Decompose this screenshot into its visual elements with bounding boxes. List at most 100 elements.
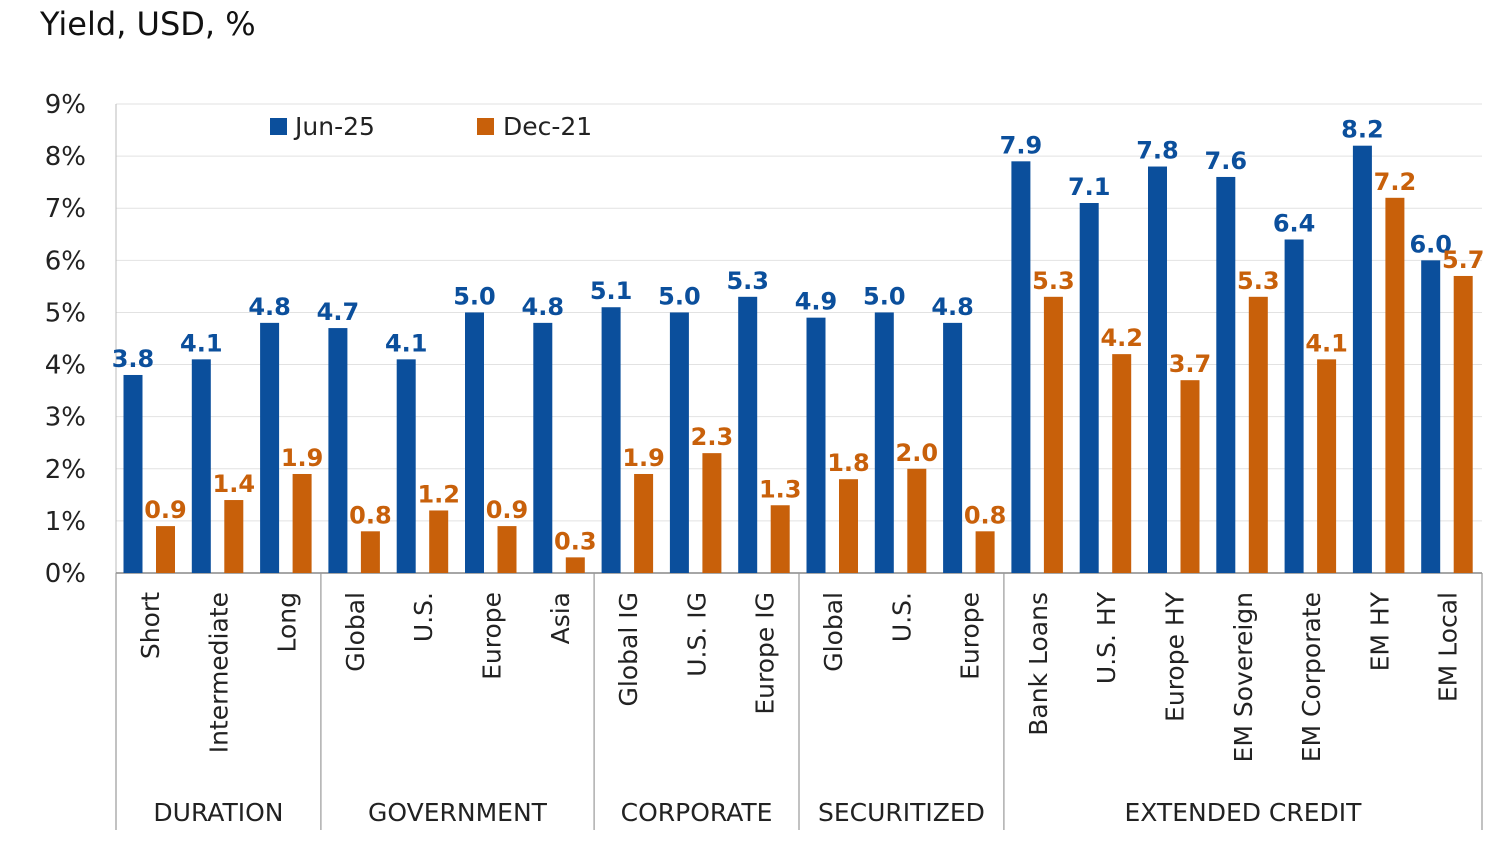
data-label-jun-25: 5.0 — [658, 282, 701, 310]
data-label-jun-25: 7.9 — [1000, 131, 1043, 159]
bar-dec-21 — [907, 468, 927, 573]
category-label: EM HY — [1365, 591, 1394, 671]
data-label-dec-21: 0.3 — [554, 527, 597, 555]
category-label: Europe — [478, 592, 507, 680]
bar-jun-25 — [123, 374, 143, 573]
data-label-dec-21: 4.2 — [1100, 324, 1143, 352]
data-label-dec-21: 1.9 — [281, 444, 324, 472]
category-label: Global — [341, 592, 370, 672]
data-label-jun-25: 4.8 — [248, 293, 291, 321]
bar-dec-21 — [770, 505, 790, 573]
category-label: Asia — [546, 592, 575, 644]
bar-jun-25 — [533, 322, 553, 573]
category-label: U.S. IG — [682, 592, 711, 677]
bar-dec-21 — [1043, 296, 1063, 573]
bar-dec-21 — [497, 526, 517, 573]
data-label-dec-21: 1.2 — [417, 480, 460, 508]
data-label-dec-21: 5.3 — [1032, 267, 1075, 295]
y-tick-label: 8% — [45, 142, 86, 172]
bar-jun-25 — [806, 317, 826, 573]
data-label-jun-25: 7.1 — [1068, 173, 1111, 201]
category-label: U.S. — [887, 592, 916, 642]
data-label-jun-25: 6.4 — [1273, 209, 1316, 237]
group-label: DURATION — [153, 798, 283, 827]
legend-label-jun-25: Jun-25 — [293, 112, 375, 141]
category-label: U.S. HY — [1092, 591, 1121, 684]
bar-jun-25 — [1421, 260, 1441, 573]
bar-dec-21 — [1180, 380, 1200, 573]
bar-dec-21 — [702, 453, 722, 573]
data-label-jun-25: 8.2 — [1341, 116, 1384, 144]
data-label-jun-25: 4.7 — [317, 298, 360, 326]
category-label: U.S. — [409, 592, 438, 642]
bar-jun-25 — [601, 307, 621, 573]
y-tick-label: 3% — [45, 403, 86, 433]
data-label-jun-25: 5.0 — [863, 282, 906, 310]
data-label-dec-21: 4.1 — [1305, 329, 1348, 357]
data-label-jun-25: 3.8 — [112, 345, 155, 373]
bar-dec-21 — [634, 473, 654, 573]
y-tick-label: 5% — [45, 298, 86, 328]
bar-jun-25 — [260, 322, 280, 573]
category-label: Europe IG — [751, 592, 780, 715]
y-tick-label: 9% — [45, 90, 86, 120]
bar-dec-21 — [224, 500, 244, 573]
bar-dec-21 — [1453, 275, 1473, 573]
data-label-dec-21: 0.9 — [486, 496, 529, 524]
bar-jun-25 — [1011, 161, 1031, 574]
data-label-jun-25: 5.0 — [453, 282, 496, 310]
data-label-dec-21: 5.7 — [1442, 246, 1485, 274]
category-labels: Short Intermediate Long Global U.S. Europe Asi… — [136, 591, 1463, 762]
category-label: Bank Loans — [1024, 592, 1053, 736]
bar-jun-25 — [1352, 145, 1372, 573]
bar-jun-25 — [874, 312, 894, 573]
legend-label-dec-21: Dec-21 — [503, 112, 592, 141]
y-tick-label: 6% — [45, 246, 86, 276]
category-label: Europe HY — [1161, 591, 1190, 722]
category-label: Intermediate — [204, 592, 233, 753]
data-label-jun-25: 5.1 — [590, 277, 633, 305]
data-label-jun-25: 4.9 — [795, 288, 838, 316]
bar-jun-25 — [738, 296, 758, 573]
bar-jun-25 — [1079, 203, 1099, 573]
bar-jun-25 — [191, 359, 211, 573]
data-label-jun-25: 4.1 — [385, 329, 428, 357]
data-label-jun-25: 4.1 — [180, 329, 223, 357]
data-label-dec-21: 1.8 — [827, 449, 870, 477]
data-label-dec-21: 1.4 — [213, 470, 256, 498]
y-tick-label: 1% — [45, 507, 86, 537]
bar-jun-25 — [1284, 239, 1304, 573]
bar-dec-21 — [1248, 296, 1268, 573]
data-label-jun-25: 4.8 — [931, 293, 974, 321]
data-label-dec-21: 2.0 — [896, 439, 939, 467]
category-label: Long — [273, 592, 302, 653]
data-label-jun-25: 6.0 — [1409, 230, 1452, 258]
data-label-jun-25: 7.6 — [1205, 147, 1248, 175]
bar-dec-21 — [1112, 354, 1132, 573]
bars — [123, 145, 1473, 574]
legend-swatch-dec-21 — [477, 118, 494, 135]
bar-jun-25 — [1148, 166, 1167, 574]
data-label-dec-21: 0.8 — [349, 501, 392, 529]
bar-dec-21 — [292, 473, 312, 573]
data-label-dec-21: 1.9 — [622, 444, 665, 472]
data-label-dec-21: 1.3 — [759, 475, 802, 503]
bar-jun-25 — [1216, 176, 1236, 573]
bar-dec-21 — [156, 526, 175, 573]
chart-title: Yield, USD, % — [39, 5, 256, 43]
category-label: EM Corporate — [1297, 592, 1326, 762]
legend-swatch-jun-25 — [270, 118, 287, 135]
data-label-jun-25: 5.3 — [726, 267, 769, 295]
category-label: Europe — [956, 592, 985, 680]
category-label: Global — [819, 592, 848, 672]
bar-dec-21 — [1317, 359, 1337, 573]
group-label: GOVERNMENT — [368, 798, 548, 827]
data-label-dec-21: 2.3 — [691, 423, 734, 451]
bar-dec-21 — [1385, 197, 1405, 574]
data-label-jun-25: 4.8 — [522, 293, 565, 321]
category-label: Global IG — [614, 592, 643, 706]
y-tick-label: 4% — [45, 351, 86, 381]
bar-jun-25 — [465, 312, 484, 573]
data-label-dec-21: 0.8 — [964, 501, 1007, 529]
